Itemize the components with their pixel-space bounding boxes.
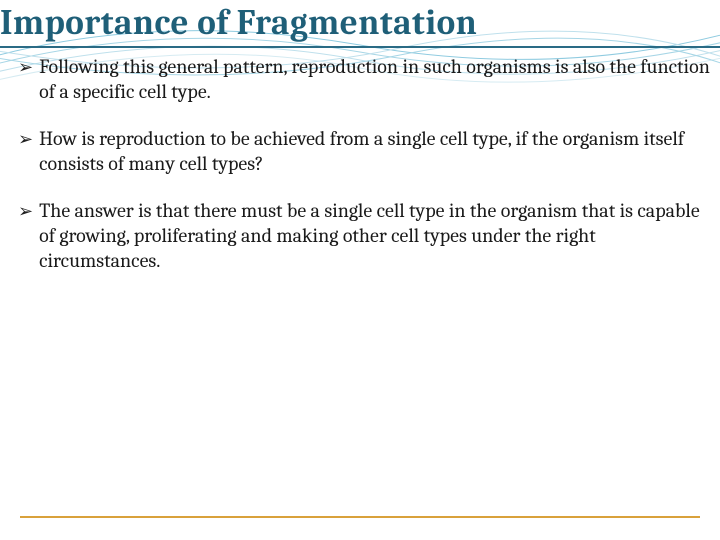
slide-title: Importance of Fragmentation: [0, 2, 477, 43]
bullet-text: The answer is that there must be a singl…: [39, 198, 710, 273]
bullet-text: Following this general pattern, reproduc…: [39, 54, 710, 104]
bullet-item: ➢ Following this general pattern, reprod…: [18, 54, 710, 104]
bullet-marker-icon: ➢: [18, 128, 33, 151]
bullet-text: How is reproduction to be achieved from …: [39, 126, 710, 176]
bullet-marker-icon: ➢: [18, 56, 33, 79]
bullet-item: ➢ How is reproduction to be achieved fro…: [18, 126, 710, 176]
slide: Importance of Fragmentation ➢ Following …: [0, 0, 720, 540]
content-area: ➢ Following this general pattern, reprod…: [18, 54, 710, 295]
title-underline: [0, 46, 720, 48]
footer-accent-line: [20, 516, 700, 518]
bullet-item: ➢ The answer is that there must be a sin…: [18, 198, 710, 273]
bullet-marker-icon: ➢: [18, 200, 33, 223]
